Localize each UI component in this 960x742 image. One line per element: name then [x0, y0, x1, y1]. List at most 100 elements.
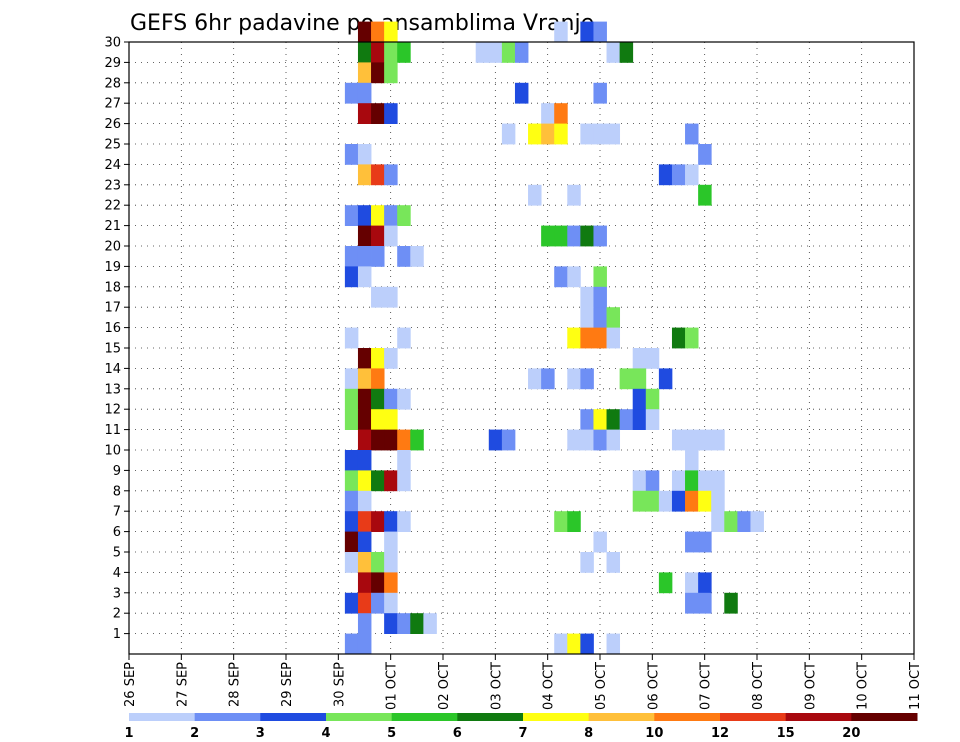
heat-cell [371, 409, 385, 430]
heat-cell [554, 103, 568, 124]
heat-cell [344, 327, 359, 349]
heat-cell [567, 368, 581, 390]
heat-cell [698, 429, 712, 451]
heat-cell [554, 266, 568, 288]
heat-cell [606, 552, 621, 573]
heat-cell [645, 388, 660, 410]
heat-cell [371, 470, 385, 492]
heat-cell [645, 470, 660, 492]
heat-cell [671, 164, 686, 186]
heat-cell [357, 62, 372, 84]
heat-cell [606, 409, 621, 430]
heat-cell [344, 205, 359, 226]
heat-cell [371, 368, 385, 390]
heat-cell [658, 490, 673, 512]
heat-cell [593, 429, 607, 451]
heat-cell [671, 429, 686, 451]
heat-cell [344, 82, 359, 104]
heat-cell [685, 531, 699, 553]
heat-cell [685, 327, 699, 349]
heat-cell [357, 368, 372, 390]
x-tick-label: 03 OCT [489, 662, 504, 710]
y-tick-label: 24 [104, 158, 121, 173]
colorbar-label: 12 [711, 726, 729, 741]
colorbar-swatch [326, 713, 393, 721]
heat-cell [541, 123, 555, 145]
heat-cell [344, 246, 359, 267]
heat-cell [475, 42, 490, 63]
heat-cell [567, 511, 581, 532]
x-tick-label: 05 OCT [594, 662, 609, 710]
heat-cell [344, 511, 359, 532]
y-tick-label: 30 [104, 36, 121, 51]
heat-cell [711, 470, 725, 492]
colorbar-label: 4 [321, 726, 330, 741]
heat-cell [514, 42, 529, 63]
heat-cell [344, 388, 359, 410]
heat-cell [357, 246, 372, 267]
heat-cell [632, 388, 647, 410]
heat-cell [384, 103, 398, 124]
heat-cell [580, 21, 594, 43]
heat-cell [698, 531, 712, 553]
heat-cell [554, 123, 568, 145]
heat-cell [501, 42, 516, 63]
colorbar-swatch [851, 713, 918, 721]
heat-cell [567, 225, 581, 247]
heat-cell [606, 307, 621, 328]
x-tick-label: 08 OCT [751, 662, 766, 710]
heat-cell [685, 450, 699, 471]
heat-cell [397, 205, 411, 226]
heat-cell [685, 164, 699, 186]
heat-cell [410, 613, 424, 634]
heat-cell [397, 613, 411, 634]
colorbar-swatch [194, 713, 261, 721]
y-tick-label: 21 [104, 219, 121, 234]
heat-cell [580, 225, 594, 247]
heat-cell [632, 470, 647, 492]
heat-cell [619, 368, 634, 390]
y-tick-label: 17 [104, 301, 121, 316]
heat-cell [371, 511, 385, 532]
x-tick-label: 29 SEP [280, 662, 295, 707]
heat-cell [384, 613, 398, 634]
heat-cell [671, 470, 686, 492]
heat-cell [357, 531, 372, 553]
heat-cell [580, 368, 594, 390]
heat-cell [344, 531, 359, 553]
x-tick-label: 28 SEP [228, 662, 243, 707]
heat-cell [344, 144, 359, 165]
y-tick-label: 16 [104, 321, 121, 336]
colorbar-swatch [457, 713, 524, 721]
heat-cell [619, 409, 634, 430]
heat-cell [593, 123, 607, 145]
y-tick-label: 5 [113, 546, 121, 561]
heat-cell [567, 184, 581, 206]
heat-cell [580, 307, 594, 328]
heat-cell [384, 21, 398, 43]
heat-cell [397, 388, 411, 410]
heat-cell [698, 184, 712, 206]
heat-cell [344, 368, 359, 390]
heat-cell [711, 490, 725, 512]
colorbar-label: 10 [645, 726, 663, 741]
heat-cell [554, 633, 568, 655]
heat-cell [528, 184, 542, 206]
y-tick-label: 26 [104, 117, 121, 132]
x-tick-label: 06 OCT [646, 662, 661, 710]
heat-cell [698, 144, 712, 165]
y-tick-label: 10 [104, 444, 121, 459]
y-tick-label: 7 [113, 505, 121, 520]
heat-cell [698, 490, 712, 512]
y-tick-label: 1 [113, 627, 121, 642]
heat-cell [580, 429, 594, 451]
x-tick-label: 07 OCT [699, 662, 714, 710]
heat-cell [567, 633, 581, 655]
heat-cell [384, 409, 398, 430]
y-tick-label: 29 [104, 56, 121, 71]
colorbar-swatch [129, 713, 196, 721]
y-tick-label: 13 [104, 382, 121, 397]
heat-cell [711, 511, 725, 532]
heat-cell [371, 205, 385, 226]
